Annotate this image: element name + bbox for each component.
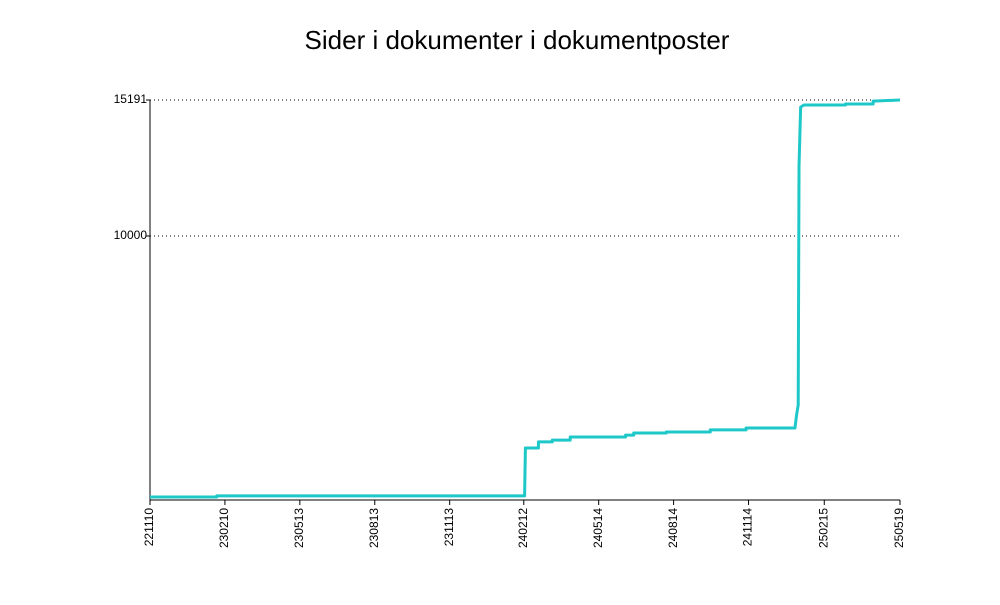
x-tick-label: 241114 bbox=[741, 508, 755, 547]
x-tick-label: 221110 bbox=[142, 508, 156, 547]
x-tick-label: 230813 bbox=[367, 508, 381, 548]
x-tick-label: 230210 bbox=[217, 508, 231, 548]
x-tick-label: 240212 bbox=[516, 508, 530, 548]
x-tick-label: 240514 bbox=[591, 508, 605, 548]
x-tick-label: 240814 bbox=[666, 508, 680, 548]
x-tick-label: 231113 bbox=[442, 508, 456, 547]
chart-title: Sider i dokumenter i dokumentposter bbox=[305, 25, 730, 55]
y-tick-label: 10000 bbox=[114, 228, 148, 242]
line bbox=[150, 98, 901, 499]
x-tick-label: 230513 bbox=[292, 508, 306, 548]
x-tick-label: 250215 bbox=[816, 508, 830, 548]
y-tick-label: 15191 bbox=[114, 92, 148, 106]
x-tick-label: 250519 bbox=[892, 508, 906, 548]
